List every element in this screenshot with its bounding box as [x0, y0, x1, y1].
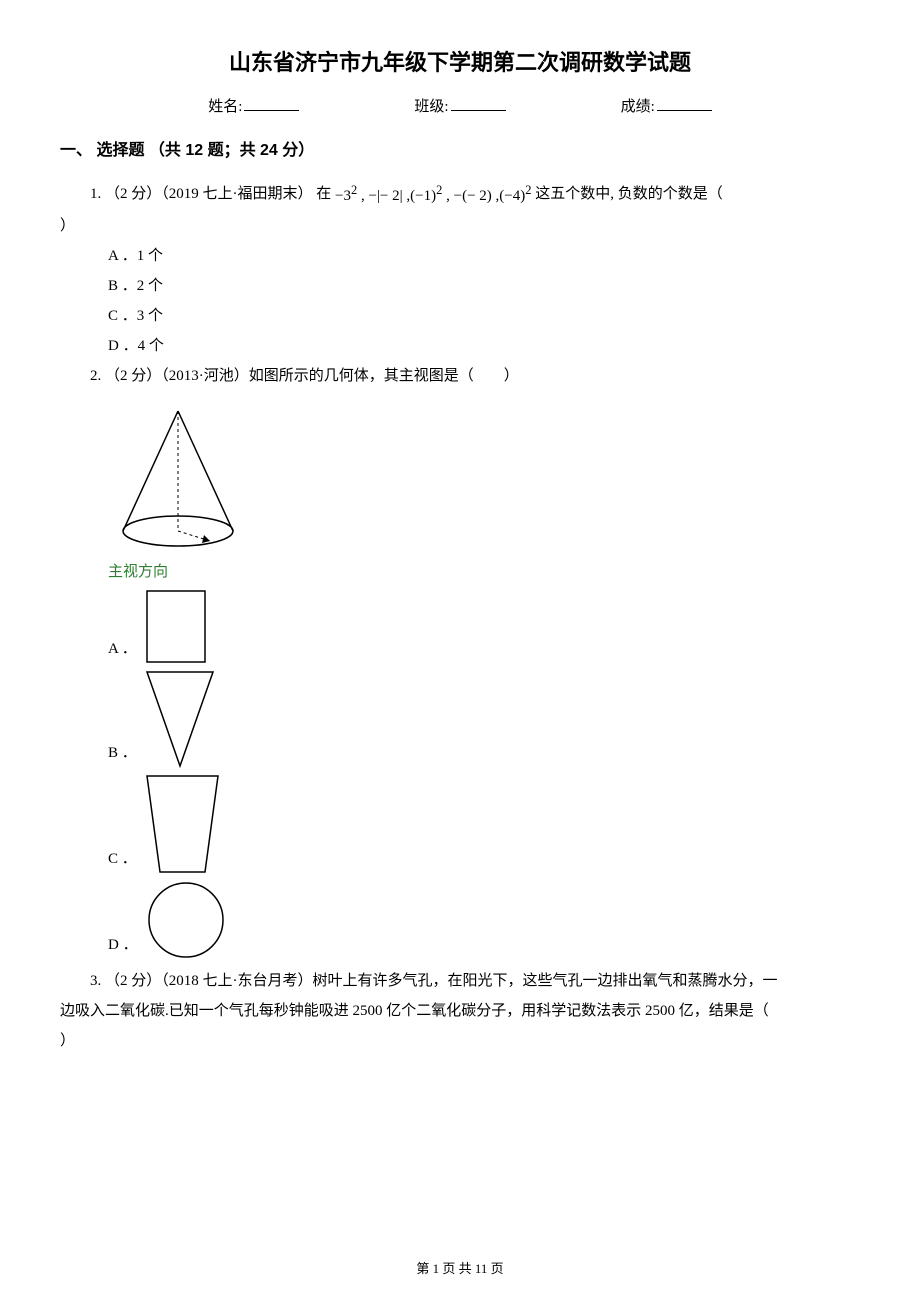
info-row: 姓名: 班级: 成绩: — [60, 95, 860, 116]
score-blank — [657, 110, 712, 111]
q2-optB: B ． — [108, 670, 860, 768]
expr-part: (−1) — [410, 188, 436, 204]
question-1: 1. （2 分）（2019 七上·福田期末） 在 −3 2 , −|− 2| , (… — [60, 178, 860, 211]
expr-part: (−4) — [499, 188, 525, 204]
q1-expr: −32 , −|− 2| ,(−1)2 , −(− 2) ,(−4)2 — [335, 188, 535, 204]
q2-labelB: B ． — [108, 741, 137, 762]
q1-optC: C ．3 个 — [108, 301, 860, 331]
class-field: 班级: — [414, 95, 505, 116]
view-direction-label: 主视方向 — [108, 560, 860, 581]
trapezoid-icon — [145, 774, 220, 874]
q2-optD: D ． — [108, 880, 860, 960]
rect-icon — [145, 589, 207, 664]
q2-figure: 主视方向 — [108, 401, 860, 581]
class-label: 班级: — [414, 95, 448, 116]
score-field: 成绩: — [621, 95, 712, 116]
q1-optD: D ．4 个 — [108, 331, 860, 361]
name-field: 姓名: — [208, 95, 299, 116]
q1-suffix: 这五个数中, 负数的个数是（ — [535, 186, 723, 202]
expr-part: −(− 2) — [454, 188, 492, 204]
question-2: 2. （2 分）（2013·河池）如图所示的几何体，其主视图是（ ） — [60, 361, 860, 391]
triangle-icon — [145, 670, 215, 768]
page-footer: 第 1 页 共 11 页 — [0, 1258, 920, 1277]
q1-optB: B ．2 个 — [108, 271, 860, 301]
q2-optA: A ． — [108, 589, 860, 664]
circle-icon — [146, 880, 226, 960]
question-3-line2: 边吸入二氧化碳.已知一个气孔每秒钟能吸进 2500 亿个二氧化碳分子，用科学记数… — [60, 996, 860, 1026]
expr-part: −|− 2| — [368, 188, 402, 204]
question-3-line1: 3. （2 分）（2018 七上·东台月考）树叶上有许多气孔，在阳光下，这些气孔… — [60, 966, 860, 996]
name-blank — [244, 110, 299, 111]
q2-labelC: C ． — [108, 847, 137, 868]
q2-labelA: A ． — [108, 637, 137, 658]
q1-tail: ） — [60, 211, 860, 241]
doc-title: 山东省济宁市九年级下学期第二次调研数学试题 — [60, 45, 860, 77]
section-title: 一、 选择题 （共 12 题；共 24 分） — [60, 136, 860, 160]
expr-sep: , — [357, 188, 368, 204]
expr-sep: , — [442, 188, 453, 204]
cone-icon — [108, 401, 248, 551]
class-blank — [451, 110, 506, 111]
name-label: 姓名: — [208, 95, 242, 116]
q2-labelD: D ． — [108, 933, 138, 954]
question-3-line3: ） — [60, 1026, 860, 1056]
q1-optA: A ．1 个 — [108, 241, 860, 271]
q1-prefix: 1. （2 分）（2019 七上·福田期末） 在 — [90, 186, 335, 202]
score-label: 成绩: — [621, 95, 655, 116]
expr-part: −3 — [335, 188, 351, 204]
expr-sup: 2 — [525, 183, 531, 197]
q2-optC: C ． — [108, 774, 860, 874]
